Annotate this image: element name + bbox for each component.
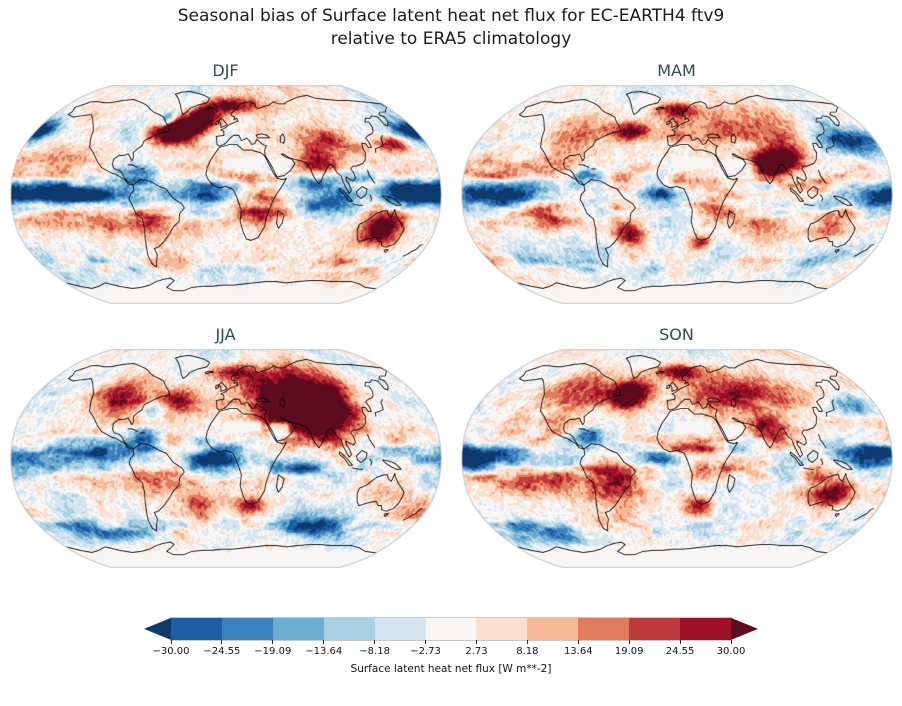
colorbar-tick-label: 30.00 (716, 645, 746, 657)
figure-title-line1: Seasonal bias of Surface latent heat net… (177, 6, 725, 26)
colorbar-segment (272, 617, 324, 640)
figure-title: Seasonal bias of Surface latent heat net… (0, 0, 902, 52)
colorbar-segment (578, 617, 630, 640)
panel-jja: JJA (0, 316, 451, 568)
colorbar-tick-mark (730, 639, 732, 644)
colorbar-tick-label: 24.55 (665, 645, 695, 657)
panel-grid: DJF MAM JJA SON (0, 52, 902, 568)
colorbar-segments (170, 616, 732, 641)
colorbar-segment (527, 617, 579, 640)
panel-title-mam: MAM (657, 60, 696, 80)
panel-title-djf: DJF (212, 60, 239, 80)
colorbar-tick-mark (628, 639, 630, 644)
panel-title-son: SON (659, 324, 694, 344)
colorbar-tick-label: 8.18 (516, 645, 539, 657)
colorbar-segment (680, 617, 731, 640)
colorbar-tick-label: −13.64 (305, 645, 343, 657)
panel-mam: MAM (451, 52, 902, 304)
colorbar-tick-mark (679, 639, 681, 644)
colorbar-tick-label: −30.00 (152, 645, 190, 657)
panel-djf: DJF (0, 52, 451, 304)
colorbar-segment (221, 617, 273, 640)
colorbar-segment (476, 617, 528, 640)
colorbar-tick-mark (526, 639, 528, 644)
map-canvas-mam (460, 84, 893, 304)
colorbar-tick-mark (425, 639, 427, 644)
colorbar-tick-label: 2.73 (465, 645, 488, 657)
colorbar-segment (323, 617, 375, 640)
colorbar: −30.00 −24.55 −19.09 −13.64 −8.18 −2.73 2.73 8.… (0, 616, 902, 675)
colorbar-tick-label: −8.18 (359, 645, 390, 657)
colorbar-tick-label: 13.64 (563, 645, 593, 657)
colorbar-segment (629, 617, 681, 640)
colorbar-tick-label: −2.73 (410, 645, 441, 657)
colorbar-segment (171, 617, 222, 640)
colorbar-label: Surface latent heat net flux [W m**-2] (350, 662, 552, 675)
colorbar-tick-mark (170, 639, 172, 644)
colorbar-under-arrow (144, 617, 171, 640)
figure-title-line2: relative to ERA5 climatology (330, 29, 572, 50)
colorbar-segment (374, 617, 426, 640)
map-canvas-djf (9, 84, 442, 304)
colorbar-tick-mark (374, 639, 376, 644)
colorbar-tick-mark (272, 639, 274, 644)
colorbar-tick-label: 19.09 (614, 645, 644, 657)
map-canvas-jja (9, 348, 442, 568)
panel-title-jja: JJA (215, 324, 236, 344)
colorbar-tick-mark (577, 639, 579, 644)
colorbar-tick-mark (323, 639, 325, 644)
colorbar-tick-mark (221, 639, 223, 644)
map-canvas-son (460, 348, 893, 568)
panel-son: SON (451, 316, 902, 568)
colorbar-tick-label: −19.09 (254, 645, 292, 657)
colorbar-bar (144, 616, 758, 641)
colorbar-tick-label: −24.55 (203, 645, 241, 657)
colorbar-over-arrow (731, 617, 758, 640)
colorbar-segment (425, 617, 477, 640)
colorbar-ticks (170, 639, 732, 645)
colorbar-tick-labels: −30.00 −24.55 −19.09 −13.64 −8.18 −2.73 2.73 8.… (151, 646, 751, 659)
colorbar-tick-mark (475, 639, 477, 644)
